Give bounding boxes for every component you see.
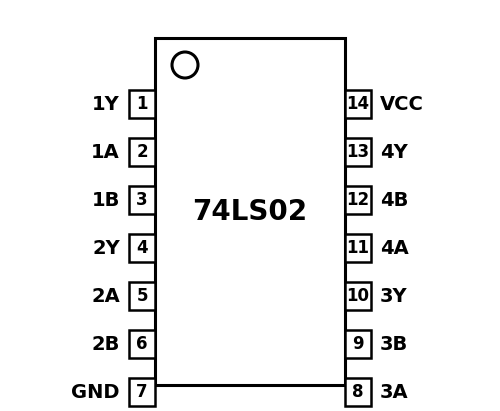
- Text: VCC: VCC: [380, 95, 424, 113]
- Text: 6: 6: [136, 335, 148, 353]
- Text: 1A: 1A: [91, 143, 120, 162]
- Bar: [129, 138, 155, 166]
- Bar: [345, 330, 371, 358]
- Bar: [345, 90, 371, 118]
- Bar: [155, 38, 345, 385]
- Text: 11: 11: [346, 239, 370, 257]
- Text: 2: 2: [136, 143, 148, 161]
- Text: 3Y: 3Y: [380, 286, 407, 305]
- Text: 1Y: 1Y: [92, 95, 120, 113]
- Text: 4A: 4A: [380, 238, 409, 258]
- Bar: [129, 282, 155, 310]
- Text: 4Y: 4Y: [380, 143, 408, 162]
- Text: 3A: 3A: [380, 383, 408, 402]
- Text: 2B: 2B: [92, 335, 120, 353]
- Text: 5: 5: [136, 287, 148, 305]
- Bar: [129, 330, 155, 358]
- Bar: [129, 378, 155, 406]
- Text: 1: 1: [136, 95, 148, 113]
- Text: 2Y: 2Y: [92, 238, 120, 258]
- Bar: [345, 138, 371, 166]
- Text: 12: 12: [346, 191, 370, 209]
- Bar: [345, 282, 371, 310]
- Text: GND: GND: [72, 383, 120, 402]
- Bar: [345, 234, 371, 262]
- Text: 3B: 3B: [380, 335, 408, 353]
- Text: 13: 13: [346, 143, 370, 161]
- Text: 4B: 4B: [380, 191, 408, 210]
- Bar: [129, 90, 155, 118]
- Bar: [345, 378, 371, 406]
- Text: 1B: 1B: [92, 191, 120, 210]
- Text: 4: 4: [136, 239, 148, 257]
- Text: 2A: 2A: [91, 286, 120, 305]
- Text: 74LS02: 74LS02: [192, 198, 308, 226]
- Text: 14: 14: [346, 95, 370, 113]
- Bar: [345, 186, 371, 214]
- Text: 3: 3: [136, 191, 148, 209]
- Text: 8: 8: [352, 383, 364, 401]
- Circle shape: [172, 52, 198, 78]
- Bar: [129, 234, 155, 262]
- Text: 9: 9: [352, 335, 364, 353]
- Text: 10: 10: [346, 287, 370, 305]
- Bar: [129, 186, 155, 214]
- Text: 7: 7: [136, 383, 148, 401]
